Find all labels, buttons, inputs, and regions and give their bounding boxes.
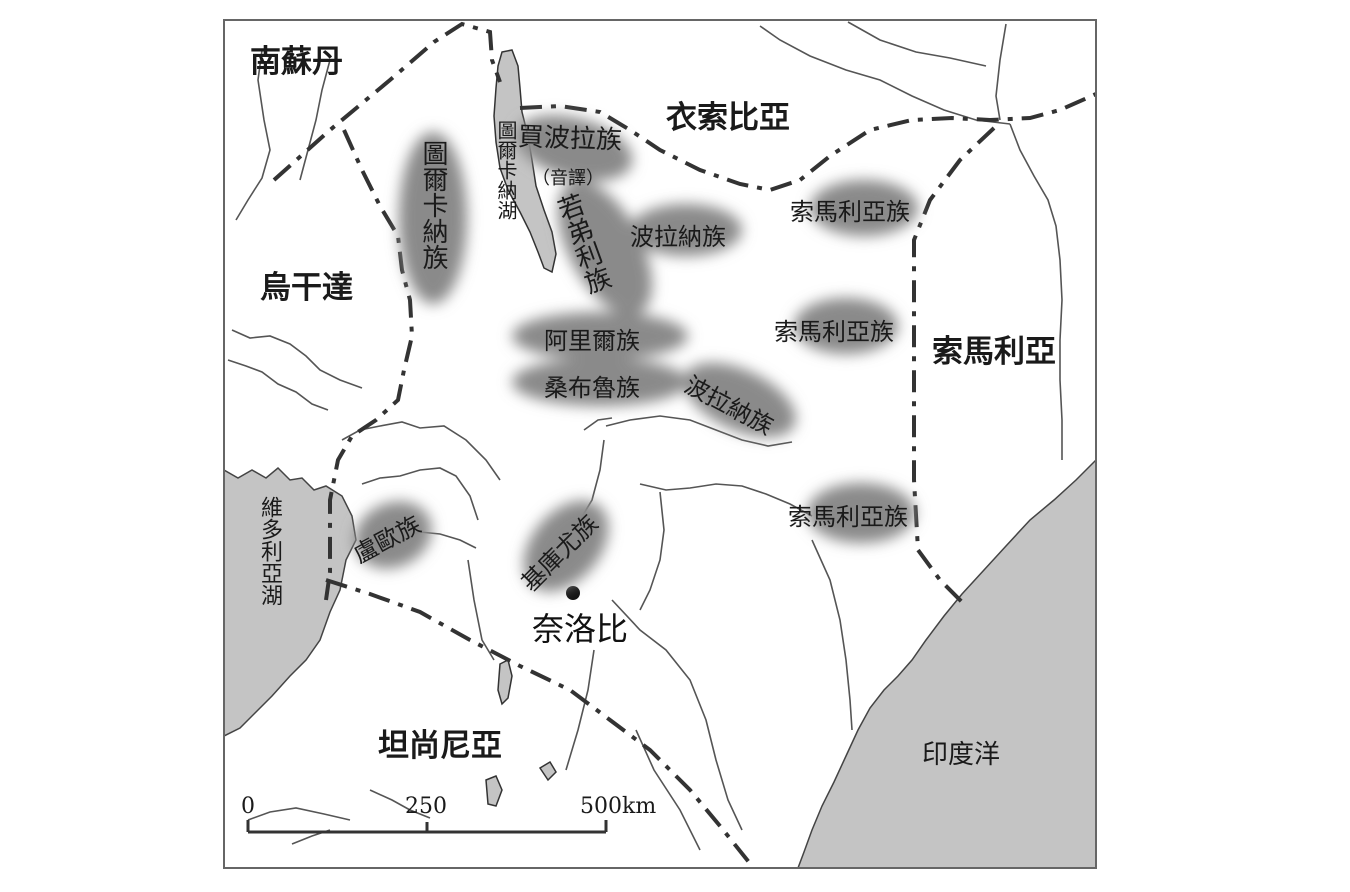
- small-lake-1: [497, 658, 513, 706]
- label-turkana: 圖爾卡納族: [418, 140, 448, 270]
- zone-somali-1: [810, 180, 918, 236]
- map-frame: [223, 19, 1097, 869]
- scale-label-0: 0: [241, 794, 255, 819]
- label-south-sudan: 南蘇丹: [250, 44, 343, 80]
- lake-turkana-water: [493, 49, 557, 274]
- label-dassanech: 買波拉族: [517, 122, 623, 156]
- small-lake-3: [538, 760, 557, 782]
- scale-label-500km: 500km: [580, 794, 657, 819]
- zone-samburu: [512, 358, 688, 406]
- label-ethiopia: 衣索比亞: [666, 100, 790, 136]
- label-dassanech-note: （音譯）: [532, 168, 604, 189]
- zone-kikuyu: [523, 500, 609, 592]
- tribe-zones: [354, 115, 918, 592]
- scale-bar: [246, 820, 608, 834]
- zone-somali-3: [807, 483, 915, 543]
- label-somali-2: 索馬利亞族: [774, 318, 894, 346]
- zone-borana-north: [630, 204, 742, 256]
- label-indian-ocean: 印度洋: [922, 740, 1001, 770]
- zone-somali-2: [794, 298, 898, 354]
- label-samburu: 桑布魯族: [544, 374, 640, 402]
- label-ariaal: 阿里爾族: [544, 327, 640, 355]
- zone-dassanech: [515, 115, 633, 181]
- scale-label-250: 250: [405, 794, 447, 819]
- zone-ariaal: [512, 312, 688, 360]
- zone-luo: [354, 501, 432, 569]
- label-borana-north: 波拉納族: [630, 223, 726, 251]
- label-tanzania: 坦尚尼亞: [378, 728, 502, 764]
- zone-borana-south: [684, 362, 796, 438]
- label-nairobi: 奈洛比: [532, 610, 629, 648]
- label-lake-victoria: 維多利亞湖: [257, 496, 282, 606]
- indian-ocean-water: [797, 458, 1096, 868]
- rivers: [227, 21, 1063, 851]
- small-lake-2: [485, 775, 503, 807]
- international-borders: [272, 21, 1096, 868]
- label-somali-1: 索馬利亞族: [790, 198, 910, 226]
- zone-samburu-north: [557, 180, 653, 316]
- lake-victoria-water: [224, 466, 357, 737]
- nairobi-marker: [566, 586, 580, 600]
- zone-turkana: [399, 132, 467, 304]
- label-lake-turkana: 圖爾卡納湖: [494, 120, 518, 220]
- label-somalia: 索馬利亞: [932, 334, 1056, 370]
- label-uganda: 烏干達: [260, 270, 353, 306]
- label-somali-3: 索馬利亞族: [788, 503, 908, 531]
